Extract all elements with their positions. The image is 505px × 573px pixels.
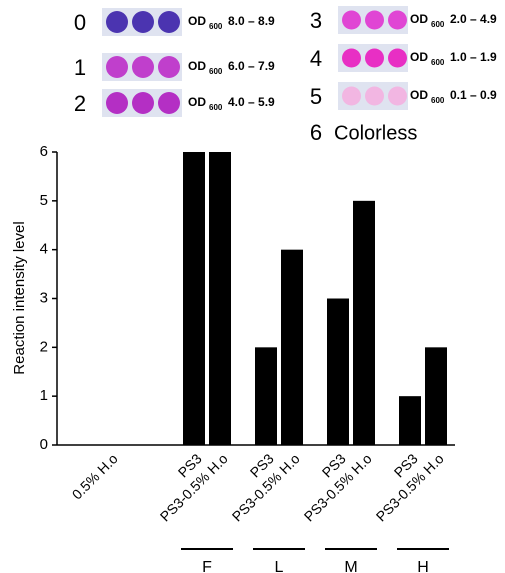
- legend-well: [158, 92, 180, 114]
- x-tick-label: 0.5% H.o: [69, 450, 121, 502]
- bar: [399, 396, 421, 445]
- bar: [209, 152, 231, 445]
- y-tick-label: 2: [40, 338, 48, 355]
- legend-well: [388, 87, 407, 106]
- legend-well: [132, 92, 154, 114]
- legend-od-sub: 600: [209, 22, 223, 31]
- legend-well: [132, 11, 154, 33]
- legend-well: [106, 92, 128, 114]
- y-axis-title: Reaction intensity level: [11, 221, 28, 374]
- bar: [255, 347, 277, 445]
- group-label: F: [202, 559, 212, 573]
- legend-level: 1: [74, 55, 86, 80]
- group-label: H: [417, 559, 429, 573]
- y-tick-label: 6: [40, 143, 48, 160]
- legend-level: 3: [310, 8, 322, 33]
- legend-od-sub: 600: [431, 20, 445, 29]
- legend-well: [365, 49, 384, 68]
- legend-well: [106, 11, 128, 33]
- legend-range: 8.0 – 8.9: [228, 14, 275, 28]
- legend-level: 5: [310, 84, 322, 109]
- legend-range: 1.0 – 1.9: [450, 50, 497, 64]
- legend-level: 6: [310, 120, 322, 145]
- bar: [425, 347, 447, 445]
- legend-od: OD: [410, 88, 428, 102]
- legend-od-sub: 600: [209, 103, 223, 112]
- y-tick-label: 4: [40, 241, 48, 258]
- legend-well: [342, 11, 361, 30]
- y-tick-label: 3: [40, 289, 48, 306]
- legend-od-sub: 600: [431, 58, 445, 67]
- bar: [327, 299, 349, 446]
- y-tick-label: 5: [40, 192, 48, 209]
- legend-well: [158, 56, 180, 78]
- y-tick-label: 1: [40, 387, 48, 404]
- legend-od-sub: 600: [431, 96, 445, 105]
- legend-range: 4.0 – 5.9: [228, 95, 275, 109]
- legend-level: 4: [310, 46, 322, 71]
- group-label: L: [275, 559, 284, 573]
- legend-range: Colorless: [334, 122, 417, 144]
- legend-level: 0: [74, 10, 86, 35]
- bar: [183, 152, 205, 445]
- bar: [353, 201, 375, 445]
- legend-od: OD: [188, 14, 206, 28]
- legend-od-sub: 600: [209, 67, 223, 76]
- legend-well: [365, 11, 384, 30]
- legend-well: [342, 49, 361, 68]
- legend-range: 2.0 – 4.9: [450, 12, 497, 26]
- group-label: M: [344, 559, 357, 573]
- y-tick-label: 0: [40, 436, 48, 453]
- legend-well: [106, 56, 128, 78]
- legend-well: [388, 11, 407, 30]
- legend-range: 6.0 – 7.9: [228, 59, 275, 73]
- legend-od: OD: [410, 12, 428, 26]
- legend-od: OD: [188, 59, 206, 73]
- legend-od: OD: [410, 50, 428, 64]
- bar: [281, 250, 303, 445]
- legend-range: 0.1 – 0.9: [450, 88, 497, 102]
- legend-well: [158, 11, 180, 33]
- legend-well: [388, 49, 407, 68]
- legend-well: [132, 56, 154, 78]
- legend-level: 2: [74, 91, 86, 116]
- chart: Reaction intensity level 0OD6008.0 – 8.9…: [0, 0, 505, 573]
- legend-well: [365, 87, 384, 106]
- legend-od: OD: [188, 95, 206, 109]
- legend-well: [342, 87, 361, 106]
